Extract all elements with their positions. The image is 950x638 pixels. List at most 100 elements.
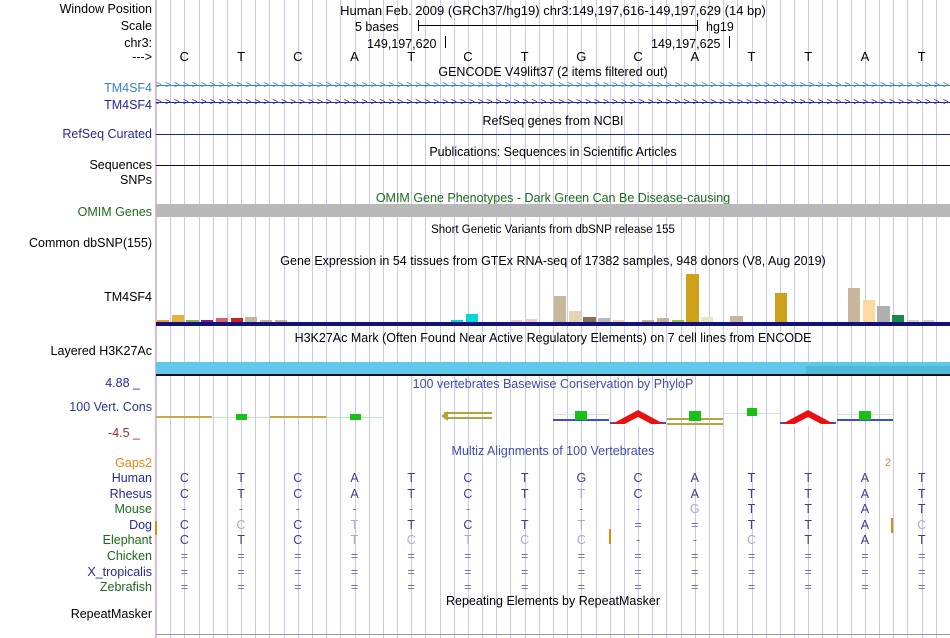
multiz-base: T [804,486,813,501]
multiz-base: C [463,471,473,485]
multiz-base: - [579,502,584,517]
gene-row-1[interactable]: >>>>>>>>>>>>>>>>>>>>>>>>>>>>>>>>>>>>>>>>… [156,80,950,91]
track-title-omim: OMIM Gene Phenotypes - Dark Green Can Be… [375,191,731,205]
gtex-bar[interactable] [230,318,243,322]
multiz-base: T [577,517,586,532]
species-label-mouse[interactable]: Mouse [114,502,152,517]
track-label-sequences[interactable]: Sequences [89,158,152,172]
ruler-tick-label-2: 149,197,625 [651,37,721,51]
track-label-gtex[interactable]: TM4SF4 [104,290,152,304]
gtex-bar[interactable] [686,274,699,322]
multiz-base: - [635,533,641,548]
gtex-bar[interactable] [524,318,537,322]
multiz-base: T [804,517,813,532]
species-label-x_tropicalis[interactable]: X_tropicalis [87,564,152,579]
multiz-base: C [179,533,189,548]
base-letter: C [179,49,190,64]
multiz-base: = [691,580,699,595]
gtex-bar[interactable] [157,320,170,322]
gtex-bar[interactable] [465,314,478,322]
multiz-base: = [577,549,585,563]
multiz-base: = [294,580,302,595]
gtex-bar[interactable] [730,316,743,322]
gtex-bar[interactable] [862,300,875,322]
omim-band[interactable] [156,204,950,217]
gtex-bar[interactable] [612,319,626,322]
track-label-gaps[interactable]: Gaps2 [115,456,152,470]
publications-rule [156,165,950,166]
multiz-base: C [917,517,927,532]
cons-green-block [236,414,248,420]
base-letter: A [860,49,870,64]
multiz-base: = [350,549,359,563]
species-label-zebrafish[interactable]: Zebrafish [99,580,152,595]
gtex-bar[interactable] [892,314,905,322]
track-title-phylop: 100 vertebrates Basewise Conservation by… [412,377,694,391]
multiz-base: = [747,580,756,595]
gtex-bar[interactable] [671,320,684,322]
base-letter: G [576,49,587,64]
species-label-elephant[interactable]: Elephant [102,533,152,548]
gtex-bar[interactable] [921,320,934,322]
gtex-bar[interactable] [774,293,787,322]
track-label-repeatmasker[interactable]: RepeatMasker [70,607,152,621]
track-label-phylop[interactable]: 100 Vert. Cons [69,400,152,414]
gtex-bar[interactable] [656,318,670,322]
track-label-omim[interactable]: OMIM Genes [77,205,152,219]
gtex-bar[interactable] [171,314,184,322]
gtex-bar[interactable] [848,288,861,322]
species-label-human[interactable]: Human [111,471,152,485]
gtex-bar[interactable] [906,320,920,322]
gtex-bar[interactable] [259,319,273,322]
species-label-rhesus[interactable]: Rhesus [109,486,152,501]
gtex-bar[interactable] [583,317,596,322]
multiz-base: T [804,502,813,517]
multiz-base: A [690,471,699,485]
gtex-bar[interactable] [245,317,258,322]
gtex-bar[interactable] [568,310,581,322]
multiz-base: = [917,549,926,563]
track-label-snps[interactable]: SNPs [120,173,152,187]
track-label-gencode-1[interactable]: TM4SF4 [104,81,152,95]
gtex-bar[interactable] [201,320,214,322]
gene-row-2[interactable]: >>>>>>>>>>>>>>>>>>>>>>>>>>>>>>>>>>>>>>>>… [156,97,950,108]
h3k27ac-signal-right[interactable] [806,366,950,374]
track-label-refseq[interactable]: RefSeq Curated [62,127,152,141]
multiz-base: = [917,580,926,595]
multiz-base: = [804,549,812,563]
gtex-bar-chart[interactable] [156,272,950,322]
cons-green-block [746,408,757,416]
gtex-bar[interactable] [701,317,714,322]
gtex-bar[interactable] [598,318,611,322]
multiz-base: T [407,471,416,485]
gtex-bar[interactable] [186,319,199,322]
multiz-base: T [917,471,926,485]
multiz-base: T [237,486,245,501]
multiz-base: = [464,580,472,595]
species-label-chicken[interactable]: Chicken [106,549,152,563]
gtex-baseline [156,322,950,326]
multiz-base: - [692,533,697,548]
gtex-bar[interactable] [877,306,890,322]
gtex-bar[interactable] [274,320,287,322]
track-label-dbsnp[interactable]: Common dbSNP(155) [29,236,152,250]
gtex-bar[interactable] [215,318,229,322]
multiz-base: = [634,549,642,563]
species-label-dog[interactable]: Dog [129,517,152,532]
gtex-bar[interactable] [509,320,523,322]
multiz-base: - [238,502,244,517]
track-label-h3k27ac[interactable]: Layered H3K27Ac [50,344,152,358]
multiz-base: T [804,471,813,485]
gtex-bar[interactable] [642,319,655,322]
assembly-title: Human Feb. 2009 (GRCh37/hg19) chr3:149,1… [340,3,766,18]
multiz-base: = [691,517,699,532]
multiz-base: A [860,471,870,485]
gtex-bar[interactable] [554,295,567,322]
cons-arrow-top [443,412,492,414]
h3k27ac-signal[interactable] [156,362,950,374]
cons-arrow-head [440,411,448,421]
base-letter: T [804,49,813,64]
gtex-bar[interactable] [451,320,464,322]
track-label-gencode-2[interactable]: TM4SF4 [104,98,152,112]
